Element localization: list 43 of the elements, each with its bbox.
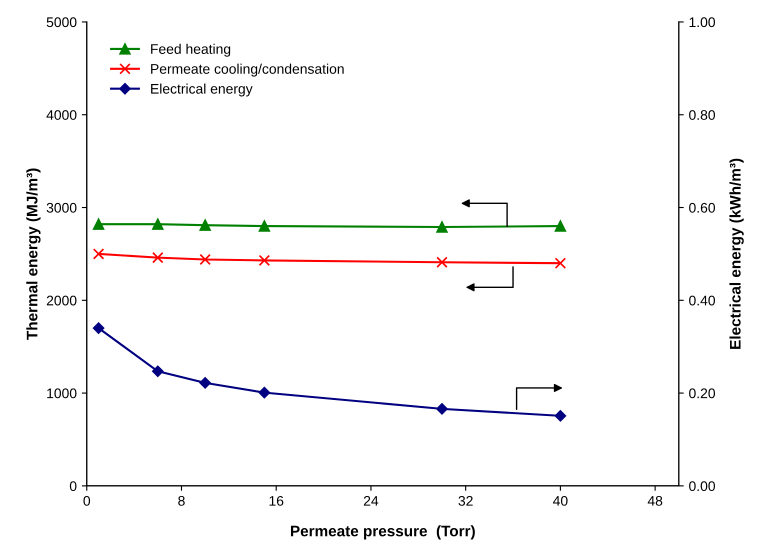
y2-tick-label: 0.00	[689, 481, 716, 492]
y2-axis-title: Electrical energy (kWh/m³)	[729, 158, 744, 349]
point	[436, 403, 448, 415]
point	[554, 410, 566, 422]
point	[92, 248, 104, 260]
y2-tick-label: 1.00	[690, 17, 716, 28]
point	[554, 257, 566, 269]
y-axis-title: Thermal energy (MJ/m³)	[26, 168, 41, 340]
y2-tick-label: 0.40	[689, 296, 716, 306]
point	[92, 218, 104, 230]
point	[554, 220, 566, 232]
point	[199, 219, 211, 231]
point	[436, 221, 448, 233]
point	[92, 322, 104, 334]
x-axis-title: Permeate pressure (Torr)	[290, 525, 475, 540]
y2-tick-label: 0.60	[689, 202, 716, 213]
x-tick-label: 48	[648, 496, 662, 506]
point	[199, 254, 211, 266]
y-tick-label: 2000	[46, 296, 76, 306]
legend-label: Permeate cooling/condensation	[151, 64, 344, 77]
x-tick-label: 40	[552, 496, 568, 506]
point	[258, 386, 270, 398]
x-tick-label: 8	[178, 496, 185, 506]
y-tick-label: 0	[70, 481, 76, 492]
y-tick-label: 5000	[46, 17, 76, 28]
point	[258, 220, 270, 232]
point	[152, 366, 164, 378]
point	[258, 254, 270, 266]
point	[199, 377, 211, 389]
x-tick-label: 32	[458, 496, 473, 506]
y-tick-label: 1000	[47, 388, 76, 398]
legend-label: Feed heating	[151, 44, 230, 57]
x-tick-label: 16	[270, 496, 284, 506]
x-tick-label: 24	[364, 496, 378, 506]
y-tick-label: 3000	[46, 202, 76, 213]
y2-tick-label: 0.20	[689, 388, 716, 398]
y-tick-label: 4000	[46, 110, 76, 120]
point	[152, 218, 164, 230]
point	[152, 252, 164, 264]
legend-label: Electrical energy	[151, 84, 253, 96]
y2-tick-label: 0.80	[689, 110, 716, 120]
point	[436, 256, 448, 268]
x-tick-label: 0	[83, 496, 90, 506]
